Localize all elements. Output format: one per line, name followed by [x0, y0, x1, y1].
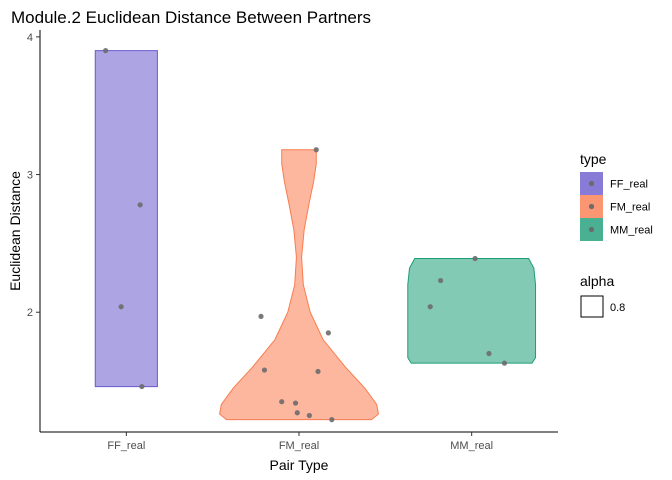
data-point-FF_real — [137, 202, 143, 208]
violin-MM_real — [407, 258, 537, 364]
plot-area: 2 3 4 FF_real FM_real MM_real — [27, 30, 558, 452]
data-point-FM_real — [258, 313, 264, 319]
y-tick-label: 3 — [27, 170, 33, 182]
legend-alpha-label: 0.8 — [610, 302, 625, 314]
violin-FM_real — [219, 149, 379, 421]
x-tick-label: MM_real — [450, 440, 493, 452]
data-point-MM_real — [427, 304, 433, 310]
data-point-FM_real — [313, 147, 319, 153]
legend-label-FM_real: FM_real — [610, 202, 650, 214]
legend-label-FF_real: FF_real — [610, 179, 648, 191]
legend-key-point — [588, 203, 595, 210]
y-axis-ticks: 2 3 4 — [27, 32, 40, 319]
legend-type-title: type — [580, 151, 607, 167]
legend-alpha-title: alpha — [580, 273, 614, 289]
data-point-MM_real — [437, 277, 444, 284]
data-point-FF_real — [139, 383, 145, 390]
legend-key-point — [588, 180, 595, 187]
legend-type-entries: FF_real FM_real MM_real — [580, 172, 653, 241]
data-point-FM_real — [315, 368, 321, 375]
y-tick-label: 2 — [27, 307, 33, 319]
x-tick-label: FF_real — [107, 440, 145, 452]
data-point-FM_real — [329, 417, 335, 423]
data-point-MM_real — [472, 255, 478, 262]
data-point-FM_real — [294, 410, 300, 416]
chart-title: Module.2 Euclidean Distance Between Part… — [11, 8, 371, 27]
data-point-FM_real — [325, 330, 331, 336]
data-point-FM_real — [292, 400, 299, 406]
data-point-MM_real — [501, 360, 508, 366]
data-point-FF_real — [103, 48, 109, 54]
violins — [94, 50, 537, 421]
y-axis-title: Euclidean Distance — [7, 171, 23, 291]
legend-label-MM_real: MM_real — [610, 225, 653, 237]
legend-key-point — [588, 226, 595, 233]
data-points — [103, 48, 508, 423]
legend-alpha-key — [580, 295, 604, 318]
x-axis-title: Pair Type — [270, 457, 329, 473]
violin-FF_real — [94, 50, 158, 388]
data-point-FM_real — [261, 367, 268, 373]
data-point-FM_real — [279, 399, 285, 405]
data-point-FM_real — [306, 412, 312, 419]
y-tick-label: 4 — [27, 32, 33, 44]
legend: type FF_real FM_real MM_real alpha 0.8 — [580, 151, 653, 318]
data-point-MM_real — [486, 350, 492, 357]
x-tick-label: FM_real — [279, 440, 319, 452]
x-axis-ticks: FF_real FM_real MM_real — [107, 432, 493, 452]
data-point-FF_real — [118, 304, 124, 310]
